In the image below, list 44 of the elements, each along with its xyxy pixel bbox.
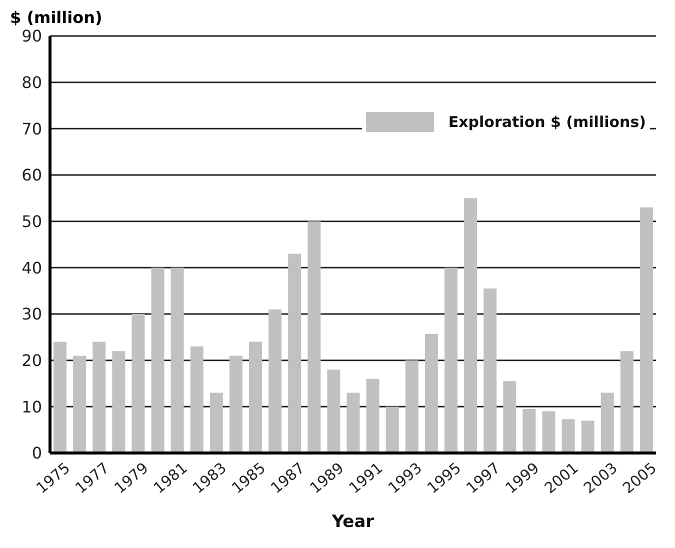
- bar: [620, 351, 634, 453]
- bar: [405, 360, 418, 453]
- bar: [132, 314, 145, 453]
- bar: [151, 268, 164, 453]
- y-tick-label: 40: [22, 258, 42, 278]
- y-axis-title: $ (million): [10, 8, 102, 27]
- bar: [444, 268, 458, 453]
- bar: [581, 420, 594, 453]
- y-tick-label: 90: [22, 26, 42, 46]
- bar: [640, 207, 653, 453]
- bar: [229, 356, 242, 453]
- bar: [366, 378, 380, 453]
- bar: [503, 381, 516, 453]
- legend-label: Exploration $ (millions): [448, 113, 646, 131]
- bar: [464, 198, 478, 453]
- x-axis-title: Year: [330, 512, 375, 532]
- y-tick-label: 20: [22, 351, 42, 370]
- y-tick-label: 70: [22, 119, 42, 138]
- y-tick-label: 10: [22, 397, 42, 416]
- bar: [346, 392, 360, 453]
- bar: [484, 288, 497, 453]
- bar: [308, 221, 321, 453]
- bar: [288, 254, 302, 453]
- bar: [170, 268, 184, 453]
- bar: [249, 342, 262, 453]
- bar: [424, 334, 438, 453]
- y-tick-label: 50: [22, 212, 42, 232]
- bar: [542, 411, 556, 453]
- bar: [600, 392, 614, 453]
- bar: [522, 408, 536, 453]
- bar: [327, 370, 340, 453]
- bar: [562, 419, 575, 453]
- bar: [112, 351, 126, 453]
- y-tick-label: 30: [22, 304, 42, 324]
- bar: [92, 342, 106, 453]
- y-tick-label: 60: [22, 166, 42, 185]
- bar: [73, 356, 86, 453]
- bar: [268, 309, 282, 453]
- bar: [386, 406, 399, 453]
- bar: [210, 392, 223, 453]
- y-tick-label: 0: [32, 444, 42, 463]
- bar: [190, 346, 204, 453]
- bar: [54, 342, 67, 453]
- y-tick-label: 80: [22, 73, 42, 92]
